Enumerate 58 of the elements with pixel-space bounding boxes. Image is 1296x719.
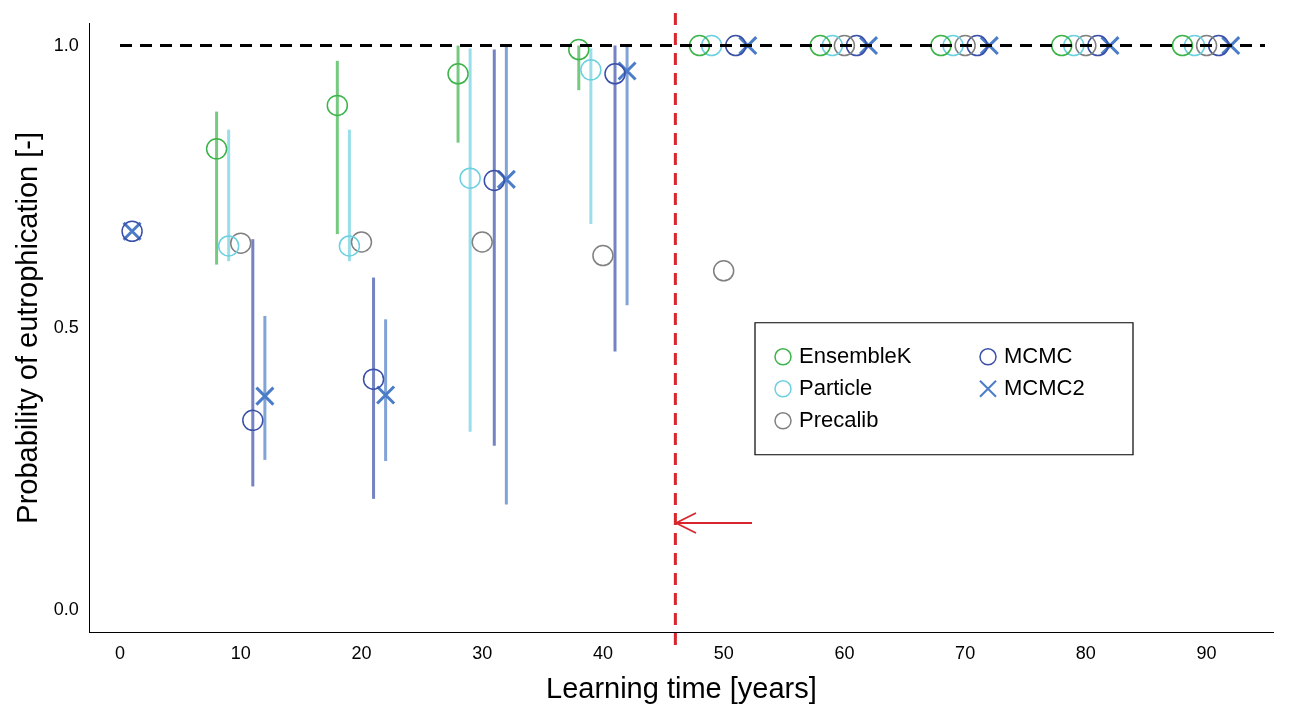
point: [375, 384, 396, 405]
point: [568, 38, 590, 61]
point: [205, 138, 228, 160]
point: [1075, 34, 1097, 57]
x-tick-label: 40: [592, 643, 613, 664]
point: [724, 34, 747, 57]
point: [338, 235, 361, 257]
point: [809, 34, 831, 57]
legend-label: Precalib: [799, 406, 879, 432]
legend-label: MCMC2: [1004, 374, 1085, 400]
point: [1207, 34, 1230, 57]
y-tick-label: 1.0: [53, 34, 79, 55]
point: [483, 169, 506, 192]
point: [845, 34, 868, 57]
point: [254, 386, 275, 407]
x-tick-label: 30: [472, 643, 493, 664]
x-tick-label: 70: [955, 643, 976, 664]
point: [580, 59, 602, 81]
point: [930, 34, 952, 57]
point: [604, 63, 626, 85]
point: [459, 167, 481, 189]
point: [833, 34, 856, 57]
legend-label: MCMC: [1004, 342, 1073, 368]
y-tick-label: 0.0: [53, 598, 79, 619]
point: [326, 94, 349, 117]
point: [242, 409, 264, 432]
point: [1171, 34, 1194, 57]
point: [471, 231, 493, 253]
point: [1087, 34, 1109, 57]
point: [712, 260, 735, 282]
x-tick-label: 90: [1196, 643, 1217, 664]
point: [447, 63, 469, 85]
point: [942, 34, 964, 57]
point: [700, 34, 723, 57]
x-tick-label: 20: [351, 643, 372, 664]
x-tick-label: 0: [115, 643, 126, 664]
point: [688, 34, 711, 57]
point: [229, 232, 252, 254]
point: [350, 231, 373, 253]
legend-label: EnsembleK: [799, 342, 912, 368]
point: [954, 34, 976, 57]
y-axis-title: Probability of eutrophication [-]: [11, 131, 44, 524]
point: [1050, 34, 1073, 57]
point: [217, 235, 240, 257]
x-axis-title: Learning time [years]: [546, 671, 817, 704]
point: [1063, 34, 1085, 57]
legend-label: Particle: [799, 374, 873, 400]
x-tick-label: 80: [1075, 643, 1096, 664]
x-tick-label: 60: [834, 643, 855, 664]
point: [821, 34, 844, 57]
point: [1195, 34, 1218, 57]
point: [362, 368, 385, 390]
point: [1183, 34, 1206, 57]
point: [592, 244, 614, 267]
x-tick-label: 50: [713, 643, 734, 664]
y-tick-label: 0.5: [53, 316, 79, 337]
x-tick-label: 10: [230, 643, 251, 664]
point: [966, 34, 988, 57]
